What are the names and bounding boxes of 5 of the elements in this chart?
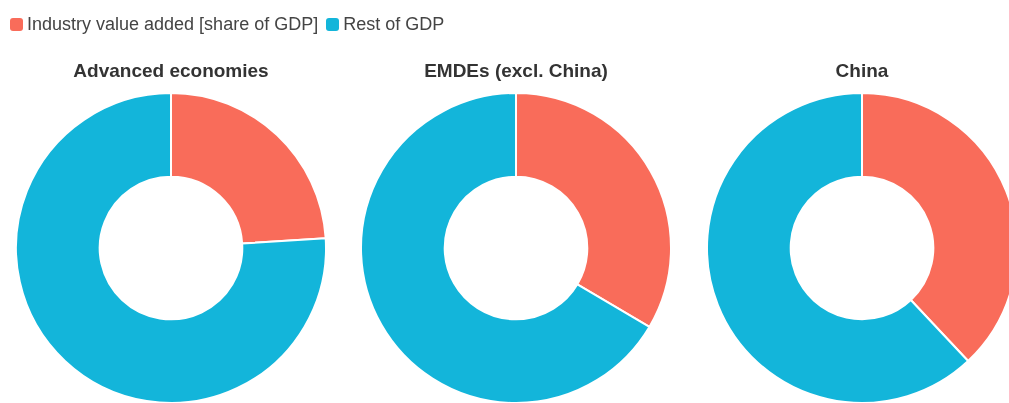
- legend-label: Rest of GDP: [343, 14, 445, 35]
- chart-title: China: [834, 60, 890, 83]
- legend-label: Industry value added [share of GDP]: [27, 14, 319, 35]
- chart-title: EMDEs (excl. China): [423, 60, 609, 83]
- text: Advanced economies: [72, 60, 270, 83]
